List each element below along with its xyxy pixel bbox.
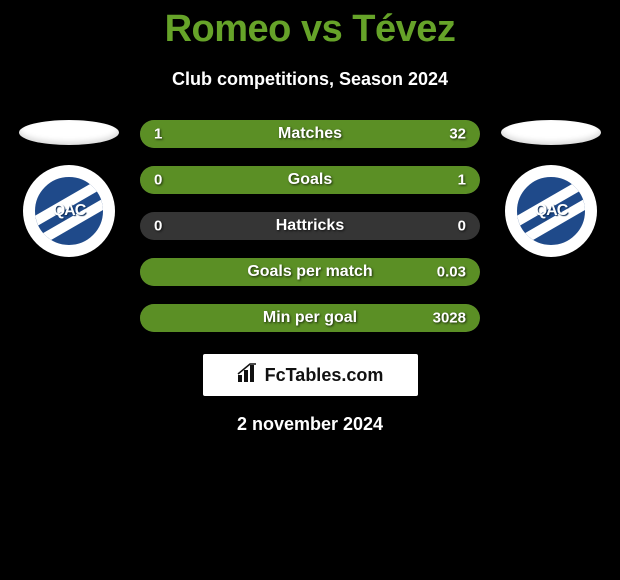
stat-row: 1 Matches 32 — [140, 120, 480, 148]
stat-value-right: 1 — [458, 172, 466, 189]
stat-row: Min per goal 3028 — [140, 304, 480, 332]
stat-fill-left — [140, 120, 150, 148]
right-club-badge-inner: QAC — [513, 173, 589, 249]
branding-text: FcTables.com — [265, 365, 384, 386]
stat-row: 0 Hattricks 0 — [140, 212, 480, 240]
stat-value-left: 0 — [154, 218, 162, 235]
comparison-subtitle: Club competitions, Season 2024 — [0, 69, 620, 90]
comparison-title: Romeo vs Tévez — [0, 0, 620, 51]
stat-value-right: 0.03 — [437, 264, 466, 281]
left-club-badge-inner: QAC — [31, 173, 107, 249]
stat-value-left: 0 — [154, 172, 162, 189]
branding-badge: FcTables.com — [203, 354, 418, 396]
right-player-column: QAC — [496, 120, 606, 257]
stat-value-right: 3028 — [433, 310, 466, 327]
right-club-badge: QAC — [505, 165, 597, 257]
stat-value-right: 0 — [458, 218, 466, 235]
left-club-badge: QAC — [23, 165, 115, 257]
stat-label: Goals — [288, 171, 332, 189]
right-club-code: QAC — [535, 202, 568, 220]
stat-label: Min per goal — [263, 309, 357, 327]
right-player-avatar — [501, 120, 601, 145]
stat-label: Hattricks — [276, 217, 344, 235]
stat-value-right: 32 — [449, 126, 466, 143]
footer-date: 2 november 2024 — [0, 414, 620, 435]
stat-value-left: 1 — [154, 126, 162, 143]
stats-bars: 1 Matches 32 0 Goals 1 0 Hattricks 0 Goals per ma… — [140, 120, 480, 332]
comparison-content: QAC 1 Matches 32 0 Goals 1 0 Hattricks 0 Goals pe… — [0, 120, 620, 332]
stat-label: Goals per match — [247, 263, 372, 281]
left-player-column: QAC — [14, 120, 124, 257]
stat-label: Matches — [278, 125, 342, 143]
stat-row: 0 Goals 1 — [140, 166, 480, 194]
left-player-avatar — [19, 120, 119, 145]
stat-row: Goals per match 0.03 — [140, 258, 480, 286]
left-club-code: QAC — [53, 202, 86, 220]
bar-chart-icon — [237, 363, 259, 388]
